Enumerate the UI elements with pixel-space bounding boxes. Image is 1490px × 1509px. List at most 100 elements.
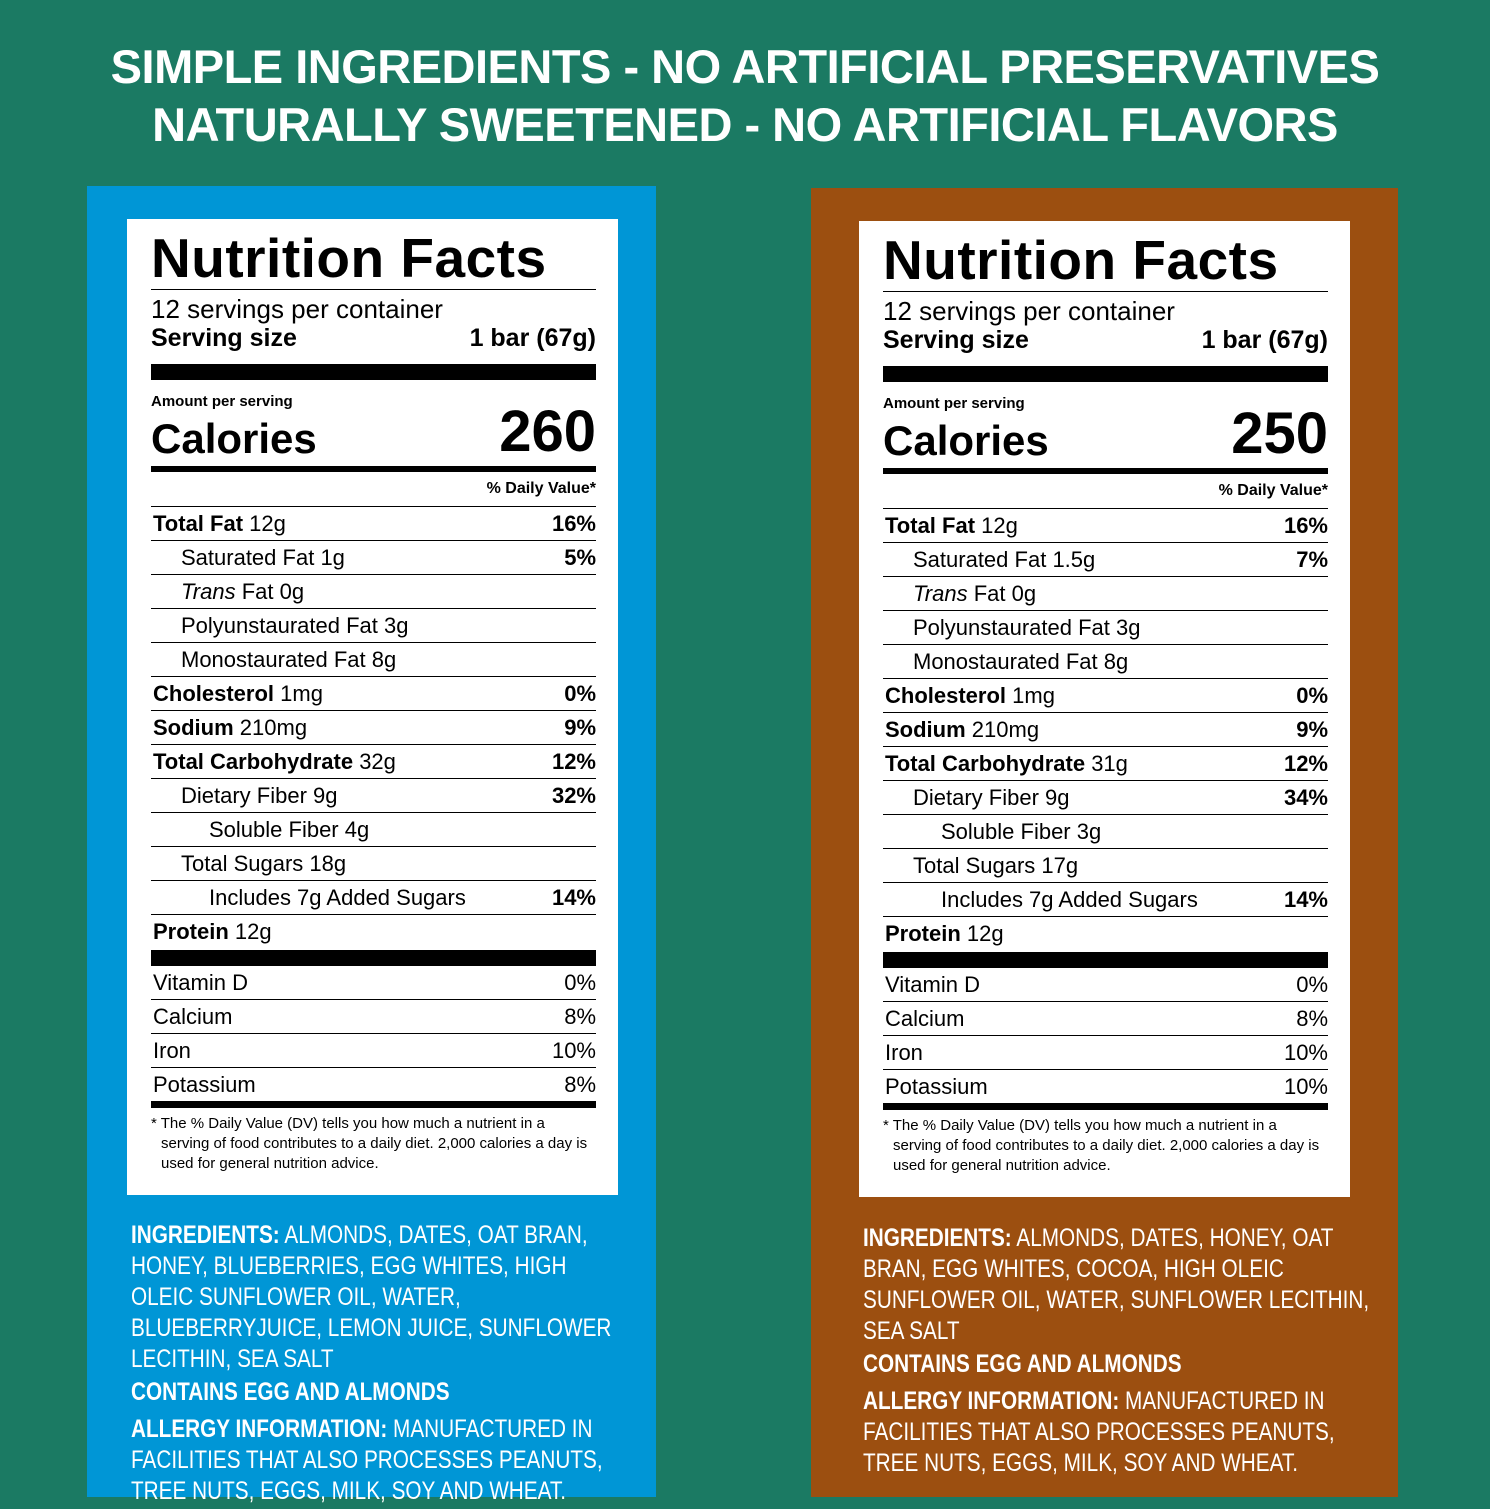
nutrient-name: Total Sugars [181, 850, 304, 876]
daily-value: 9% [1296, 716, 1328, 742]
nutrient-row: Total Carbohydrate 31g 12% [883, 747, 1328, 781]
nutrient-name: Protein [153, 918, 229, 944]
nutrient: Trans Fat 0g [913, 581, 1036, 607]
nutrient-amount: 12g [966, 920, 1004, 946]
info-label: INGREDIENTS: [863, 1224, 1012, 1252]
dv-header: % Daily Value* [883, 474, 1328, 509]
servings: 12 servings per container [151, 294, 443, 324]
nutrient-amount: 4g [344, 816, 370, 842]
vitamin-row: Iron 10% [151, 1034, 596, 1068]
nutrient: Dietary Fiber 9g [913, 785, 1070, 811]
nutrient-amount: 1mg [280, 680, 323, 706]
vitamin-row: Vitamin D 0% [883, 968, 1328, 1002]
nutrient: Protein 12g [153, 919, 272, 945]
info-text: ALMONDS, DATES, OAT BRAN, HONEY, BLUEBER… [131, 1221, 612, 1373]
nutrient-row: Total Sugars 17g [883, 849, 1328, 883]
info-text: ALMONDS, DATES, HONEY, OAT BRAN, EGG WHI… [863, 1224, 1370, 1345]
nutrient: Polyunstaurated Fat 3g [913, 615, 1141, 641]
nutrient: Soluble Fiber 4g [209, 817, 369, 843]
nutrient-amount: 1g [320, 544, 345, 570]
nutrient-amount: 0g [1011, 580, 1037, 606]
vitamin-row: Vitamin D 0% [151, 966, 596, 1000]
panel: Nutrition Facts 12 servings per container… [811, 188, 1398, 1497]
servings: 12 servings per container [883, 296, 1175, 326]
nutrient: Total Fat 12g [885, 513, 1018, 539]
daily-value: 16% [551, 510, 596, 536]
daily-value: 8% [564, 1071, 596, 1097]
nutrient: Cholesterol 1mg [153, 681, 323, 707]
amount-per-serving: Amount per serving [151, 393, 293, 410]
panel: Nutrition Facts 12 servings per container… [87, 186, 656, 1505]
nutrient-amount: 3g [1076, 818, 1102, 844]
nutrient-amount: 8g [371, 646, 397, 672]
nutrient-row: Total Carbohydrate 32g 12% [151, 745, 596, 779]
nutrient-amount: 1mg [1012, 682, 1055, 708]
nutrient-name: Includes 7g Added Sugars [941, 886, 1198, 912]
header-line: NATURALLY SWEETENED - NO ARTIFICIAL FLAV… [152, 98, 1338, 151]
daily-value: 0% [564, 680, 596, 706]
nutrient-row: Monostaurated Fat 8g [883, 645, 1328, 679]
nutrient-row: Protein 12g [151, 915, 596, 948]
calories-label: Calories [883, 417, 1049, 464]
nutrient-amount: 32g [359, 748, 396, 774]
serving-size: 1 bar (67g) [1201, 326, 1328, 354]
nutrient-name: Monostaurated Fat [181, 646, 366, 672]
calories-row: Calories 250 [883, 405, 1328, 464]
info-block: ALLERGY INFORMATION: MANUFACTURED IN FAC… [863, 1386, 1369, 1479]
nutrient-name: Total Fat [153, 510, 244, 536]
nutrient-row: Polyunstaurated Fat 3g [883, 611, 1328, 645]
nutrient-amount: 3g [1116, 614, 1141, 640]
vitamin-name: Vitamin D [153, 969, 248, 995]
nutrient: Protein 12g [885, 921, 1004, 947]
info-label: ALLERGY INFORMATION: [131, 1415, 388, 1443]
nutrient: Includes 7g Added Sugars [941, 887, 1198, 913]
nutrient-row: Saturated Fat 1g 5% [151, 541, 596, 575]
nutrient-row: Protein 12g [883, 917, 1328, 950]
info-label: ALLERGY INFORMATION: [863, 1387, 1120, 1415]
nutrient: Sodium 210mg [153, 715, 307, 741]
nutrient-name: Soluble Fiber [209, 816, 339, 842]
label-title: Nutrition Facts [151, 227, 596, 290]
info-block: INGREDIENTS: ALMONDS, DATES, OAT BRAN, H… [131, 1220, 612, 1375]
nutrient-amount: 210mg [239, 714, 308, 740]
daily-value: 14% [551, 884, 596, 910]
nutrient-amount: 8g [1103, 648, 1129, 674]
nutrient-amount: 17g [1041, 852, 1079, 878]
nutrition-label: Nutrition Facts 12 servings per container… [859, 221, 1350, 1197]
nutrient-amount: 3g [384, 612, 409, 638]
dv-header: % Daily Value* [151, 472, 596, 507]
nutrient: Polyunstaurated Fat 3g [181, 613, 409, 639]
vitamin-name: Potassium [885, 1073, 988, 1099]
nutrient-row: Dietary Fiber 9g 34% [883, 781, 1328, 815]
nutrient-row: Cholesterol 1mg 0% [151, 677, 596, 711]
nutrient-name: Fat [973, 580, 1006, 606]
amount-per-serving: Amount per serving [883, 395, 1025, 412]
nutrient-name: Saturated Fat [181, 544, 315, 570]
nutrient-row: Includes 7g Added Sugars 14% [883, 883, 1328, 917]
nutrient: Total Sugars 17g [913, 853, 1078, 879]
nutrient: Total Carbohydrate 31g [885, 751, 1128, 777]
nutrient-amount: 12g [249, 510, 286, 536]
nutrient: Total Sugars 18g [181, 851, 346, 877]
label-title: Nutrition Facts [883, 229, 1328, 292]
info-label: INGREDIENTS: [131, 1221, 280, 1249]
nutrient: Saturated Fat 1.5g [913, 547, 1095, 573]
calories-value: 260 [499, 399, 596, 464]
nutrient-row: Polyunstaurated Fat 3g [151, 609, 596, 643]
calories-row: Calories 260 [151, 403, 596, 461]
daily-value: 0% [564, 969, 596, 995]
daily-value: 8% [1296, 1005, 1328, 1031]
info-label: CONTAINS EGG AND ALMONDS [863, 1350, 1182, 1378]
nutrient-amount: 0g [279, 578, 305, 604]
nutrient-name: Cholesterol [885, 682, 1007, 708]
nutrient-row: Dietary Fiber 9g 32% [151, 779, 596, 813]
nutrient-row: Soluble Fiber 3g [883, 815, 1328, 849]
nutrient: Total Carbohydrate 32g [153, 749, 396, 775]
serving-size: 1 bar (67g) [469, 324, 596, 352]
vitamin-name: Calcium [153, 1003, 233, 1029]
vitamin-row: Iron 10% [883, 1036, 1328, 1070]
nutrient-name: Polyunstaurated Fat [913, 614, 1110, 640]
nutrient-name: Total Carbohydrate [153, 748, 354, 774]
nutrient-name: Fat [241, 578, 274, 604]
